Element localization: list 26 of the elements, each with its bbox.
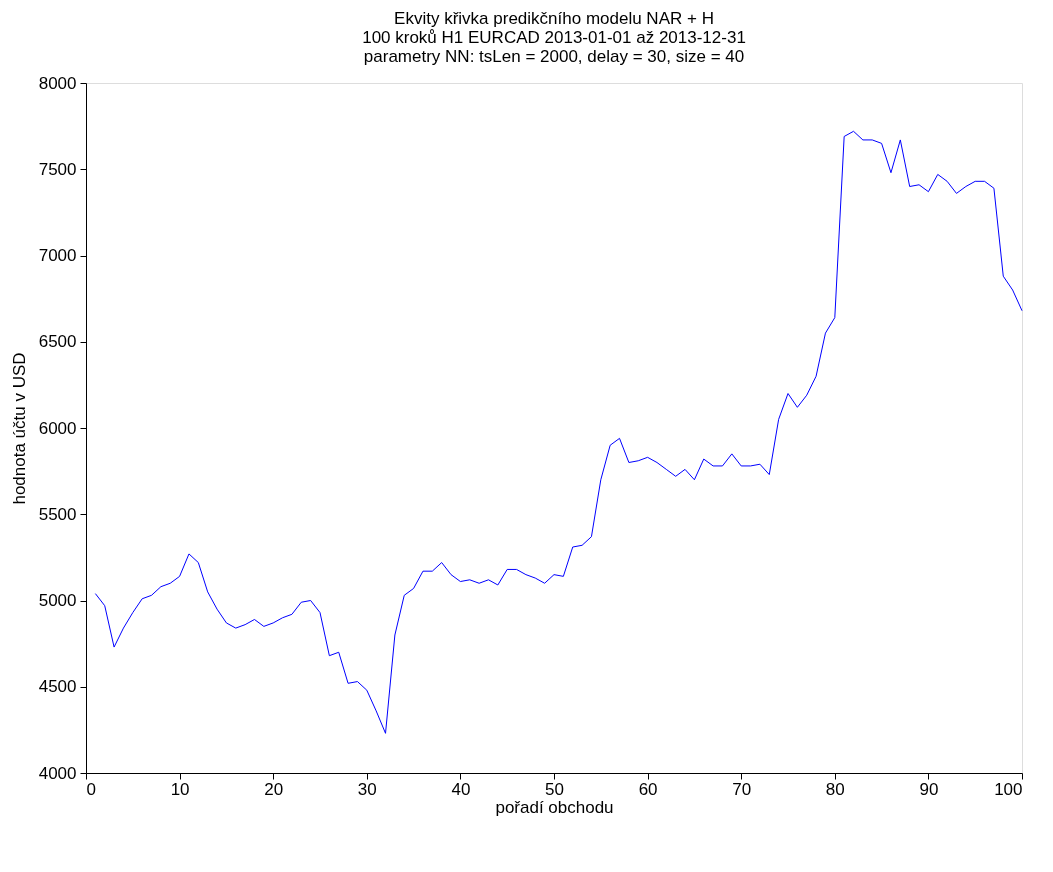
y-tick-label: 6000 [38,418,77,438]
y-tick-label: 7500 [38,159,77,179]
text: parametry NN: tsLen = 2000, delay = 30, size = 40 [363,47,745,66]
x-tick-label: 50 [545,779,564,799]
y-tick-label: 5000 [38,591,77,610]
x-tick-label: 40 [451,779,471,799]
x-tick-label: 70 [732,779,752,799]
x-tick-label: 90 [919,779,939,799]
text: 100 kroků H1 EURCAD 2013-01-01 až 2013-12-31 [362,28,746,47]
line-series [94,130,1023,734]
x-tick-label: 30 [357,779,377,799]
y-tick-label: 8000 [38,73,77,93]
x-tick-label: 0 [86,779,96,799]
y-tick-label: 6500 [38,332,77,352]
y-tick-label: 7000 [38,246,77,265]
x-axis-title: pořadí obchodu [495,797,614,817]
x-tick-label: 80 [825,779,845,799]
x-tick-label: 10 [170,779,190,799]
x-tick-label: 20 [264,779,284,799]
y-tick-label: 4000 [38,763,77,783]
y-tick-label: 4500 [38,677,77,697]
y-tick-label: 5500 [38,504,77,524]
text: Ekvity křivka predikčního modelu NAR + H [394,9,714,28]
x-tick-label: 100 [994,779,1023,799]
y-axis-title: hodnota účtu v USD [9,352,29,505]
x-tick-label: 60 [638,779,658,799]
